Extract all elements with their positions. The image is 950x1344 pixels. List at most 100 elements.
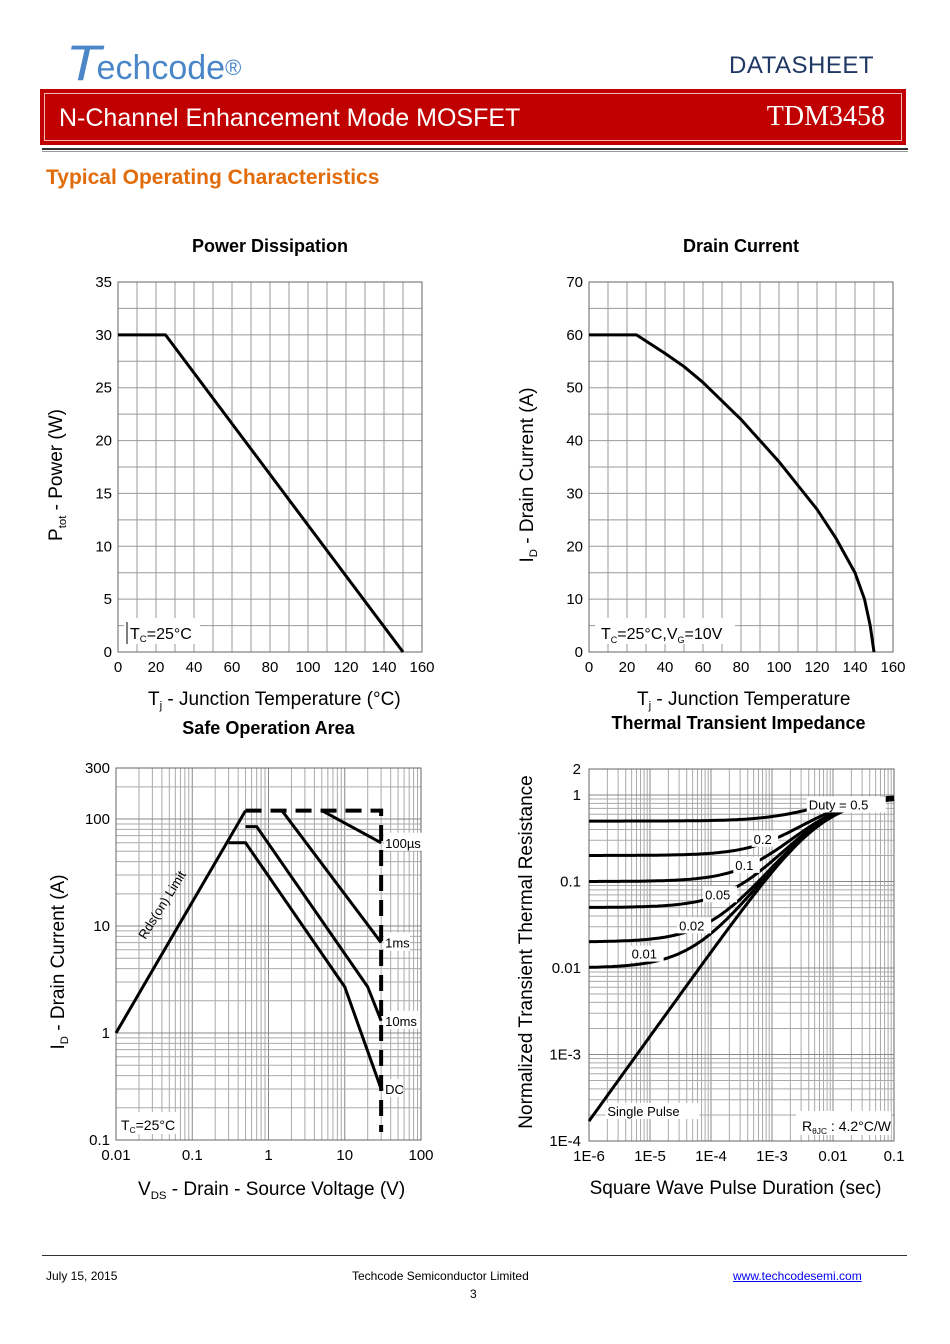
annotation-rthjc: RθJC : 4.2°C/W (802, 1118, 892, 1136)
x-tick-label: 40 (657, 659, 674, 676)
x-tick-label: 20 (148, 659, 165, 676)
curve-label: 1ms (385, 936, 410, 951)
part-description: N-Channel Enhancement Mode MOSFET (59, 104, 521, 132)
x-tick-label: 140 (371, 659, 396, 676)
annotation-conditions: TC=25°C,VG=10V (601, 626, 723, 645)
x-tick-label: 1E-6 (573, 1148, 605, 1165)
curve-label: 0.02 (679, 918, 704, 933)
y-tick-label: 35 (95, 274, 112, 291)
power-chart: 0 20 40 60 80 100 120 140 160 0 5 10 15 20 25 30 35 Power… (46, 236, 435, 712)
curve-label-bg (605, 1102, 700, 1119)
y-tick-label: 0.01 (552, 960, 581, 977)
x-tick-label: 140 (842, 659, 867, 676)
logo-text: echcode (96, 49, 226, 87)
section-title: Typical Operating Characteristics (46, 166, 380, 189)
y-tick-label: 0.1 (89, 1132, 110, 1149)
y-tick-label: 50 (566, 380, 583, 397)
y-tick-label: 0 (104, 644, 112, 661)
curve-label: 0.1 (735, 858, 753, 873)
plot-frame (588, 281, 894, 653)
y-tick-label: 1 (102, 1025, 110, 1042)
header-rule-thin (42, 151, 908, 152)
y-axis-label: ID - Drain Current (A) (517, 387, 540, 562)
curve-label-bg (384, 832, 427, 851)
y-tick-label: 60 (566, 327, 583, 344)
y-tick-label: 10 (95, 538, 112, 555)
doc-type-label: DATASHEET (729, 52, 874, 79)
footer-company: Techcode Semiconductor Limited (352, 1269, 529, 1283)
y-tick-label: 1E-4 (549, 1133, 581, 1150)
title-banner: N-Channel Enhancement Mode MOSFET TDM345… (40, 89, 906, 145)
annotation-tc: TC=25°C (121, 1117, 175, 1135)
annotation-bg (796, 1111, 891, 1135)
soa-curve (280, 809, 383, 944)
x-tick-label: 120 (804, 659, 829, 676)
y-tick-label: 0.1 (560, 874, 581, 891)
curve-label: DC (385, 1082, 404, 1097)
curve-label-bg (703, 886, 738, 903)
x-tick-label: 0 (585, 659, 593, 676)
curve-label: 0.05 (705, 887, 730, 902)
plot-frame (588, 768, 895, 1142)
chart-title: Drain Current (683, 236, 799, 256)
y-axis-label: Ptot - Power (W) (46, 409, 69, 541)
website-link[interactable]: www.techcodesemi.com (733, 1269, 862, 1283)
x-tick-label: 0 (114, 659, 122, 676)
soa-curve (321, 809, 382, 845)
y-tick-label: 10 (93, 918, 110, 935)
curve-label-bg (629, 945, 664, 962)
annotation-tc: TC=25°C (130, 626, 192, 645)
y-tick-label: 15 (95, 485, 112, 502)
curve-label-bg (806, 796, 886, 813)
x-tick-label: 100 (408, 1147, 433, 1164)
curve-label-bg (384, 932, 411, 951)
chart-title: Power Dissipation (192, 236, 348, 256)
y-tick-label: 5 (104, 591, 112, 608)
footer-date: July 15, 2015 (46, 1269, 118, 1283)
x-tick-label: 80 (733, 659, 750, 676)
x-tick-label: 100 (766, 659, 791, 676)
x-tick-label: 0.1 (884, 1148, 905, 1165)
x-tick-label: 160 (880, 659, 905, 676)
curve-label: 0.2 (754, 832, 772, 847)
soa-curve (245, 825, 383, 1022)
soa-curve (114, 809, 247, 1034)
y-tick-label: 20 (566, 538, 583, 555)
y-tick-label: 300 (85, 760, 110, 777)
limit-dashed-line (245, 808, 384, 1132)
banner-border (44, 93, 902, 141)
x-axis-label: Tj - Junction Temperature (637, 689, 850, 712)
page-number: 3 (470, 1287, 477, 1301)
x-tick-label: 1 (264, 1147, 272, 1164)
y-tick-label: 100 (85, 811, 110, 828)
annotation-bg (595, 618, 735, 644)
y-tick-label: 20 (95, 433, 112, 450)
y-tick-label: 70 (566, 274, 583, 291)
thermal-chart: 1E-6 1E-5 1E-4 1E-3 0.01 0.1 1E-4 1E-3 0.01 0.1 1 2… (516, 713, 904, 1199)
curve-label-bg (733, 856, 760, 873)
x-tick-label: 20 (619, 659, 636, 676)
series-line-ptot (118, 333, 405, 653)
x-tick-label: 0.1 (182, 1147, 203, 1164)
series-line-drain-current (589, 333, 876, 653)
curve-label: 10ms (385, 1014, 417, 1029)
soa-curve (228, 841, 383, 1090)
curve-label: Single Pulse (607, 1104, 679, 1119)
curve-label-bg (677, 917, 712, 934)
curve-label-bg (384, 1010, 419, 1029)
x-tick-label: 0.01 (818, 1148, 847, 1165)
plot-frame (117, 281, 423, 653)
y-tick-label: 10 (566, 591, 583, 608)
curve-label: 0.01 (632, 947, 657, 962)
x-tick-label: 10 (336, 1147, 353, 1164)
x-tick-label: 40 (186, 659, 203, 676)
y-axis-label: Normalized Transient Thermal Resistance (516, 775, 537, 1128)
x-axis-label: VDS - Drain - Source Voltage (V) (138, 1179, 405, 1202)
y-tick-label: 30 (95, 327, 112, 344)
curve-label: Duty = 0.5 (809, 797, 869, 812)
x-tick-label: 60 (224, 659, 241, 676)
y-tick-label: 1 (573, 787, 581, 804)
registered-mark: ® (225, 55, 242, 80)
y-tick-label: 2 (573, 761, 581, 778)
